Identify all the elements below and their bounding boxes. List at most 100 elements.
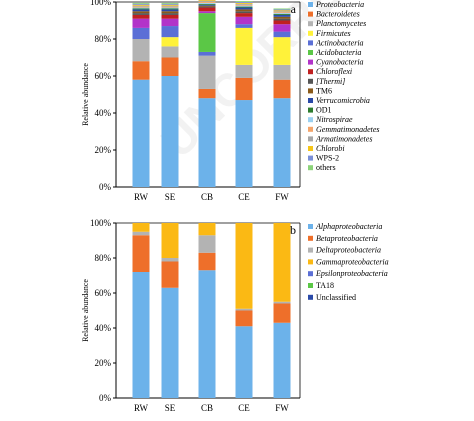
legend-label: Chlorobi: [316, 144, 345, 153]
y-tick-label: 80%: [95, 253, 112, 263]
bar-segment: [198, 3, 216, 5]
bar-segment: [273, 9, 291, 11]
legend-swatch: [308, 117, 313, 123]
legend-label: Cyanobacteria: [316, 58, 364, 67]
y-tick-label: 60%: [95, 288, 112, 298]
bar-segment: [273, 18, 291, 21]
bar-segment: [198, 2, 216, 4]
y-axis-label: Relative abundance: [81, 63, 90, 126]
bar-segment: [132, 8, 150, 10]
legend-label: Unclassified: [316, 293, 356, 302]
legend-label: Alphaproteobacteria: [315, 222, 382, 231]
bar-segment: [198, 252, 216, 271]
bar-segment: [198, 7, 216, 12]
bar-segment: [161, 13, 179, 15]
bar-segment: [198, 4, 216, 6]
bar-segment: [235, 308, 253, 311]
bar-segment: [132, 13, 150, 15]
bar-segment: [132, 18, 150, 28]
legend-swatch: [308, 283, 313, 288]
legend-label: Epsilonproteobacteria: [315, 269, 388, 278]
bar-segment: [273, 223, 291, 302]
bar-segment: [235, 24, 253, 28]
legend-label: Armatimonadetes: [315, 134, 372, 143]
bar-segment: [132, 231, 150, 236]
legend-label: Planctomycetes: [315, 19, 366, 28]
legend-swatch: [308, 88, 313, 94]
legend-swatch: [308, 69, 313, 75]
bar-segment: [132, 9, 150, 12]
bar-segment: [235, 13, 253, 17]
legend-swatch: [308, 2, 313, 7]
bar-segment: [161, 37, 179, 47]
bar-segment: [198, 0, 216, 2]
legend-swatch: [308, 11, 313, 17]
legend-label: TM6: [316, 86, 332, 95]
bar-segment: [235, 326, 253, 398]
x-tick-label: RW: [134, 192, 149, 202]
bar-segment: [198, 5, 216, 7]
bar-segment: [273, 14, 291, 15]
bar-segment: [161, 223, 179, 258]
bar-segment: [161, 5, 179, 7]
bar-segment: [198, 11, 216, 14]
bar-segment: [132, 27, 150, 39]
bar-segment: [161, 258, 179, 262]
legend-label: others: [316, 163, 336, 172]
bar-segment: [198, 98, 216, 187]
x-tick-label: CE: [238, 403, 250, 413]
y-tick-label: 20%: [95, 358, 112, 368]
legend-label: OD1: [316, 106, 332, 115]
bar-segment: [132, 79, 150, 187]
legend-swatch: [308, 247, 313, 253]
bar-segment: [132, 5, 150, 7]
bar-segment: [132, 272, 150, 398]
bar-segment: [273, 8, 291, 10]
legend-label: WPS-2: [316, 154, 339, 163]
bar-segment: [161, 11, 179, 14]
legend-swatch: [308, 40, 313, 46]
bar-segment: [132, 14, 150, 19]
legend-label: Bacteroidetes: [316, 10, 360, 19]
legend-label: TA18: [316, 281, 334, 290]
bar-segment: [273, 301, 291, 304]
bar-segment: [132, 4, 150, 6]
panel-letter: a: [291, 2, 297, 16]
bar-segment: [235, 223, 253, 309]
bar-segment: [273, 31, 291, 38]
bar-segment: [161, 18, 179, 27]
bar-segment: [273, 12, 291, 14]
bar-segment: [273, 13, 291, 15]
legend-label: Acidobacteria: [315, 48, 361, 57]
x-tick-label: SE: [165, 192, 176, 202]
x-tick-label: FW: [275, 192, 289, 202]
bar-segment: [198, 6, 216, 8]
legend-label: Verrucomicrobia: [316, 96, 370, 105]
legend-swatch: [308, 155, 313, 161]
legend-label: [Thermi]: [316, 77, 345, 86]
legend-swatch: [308, 126, 313, 132]
y-tick-label: 0%: [99, 182, 112, 192]
bar-segment: [273, 322, 291, 398]
bar-segment: [273, 79, 291, 99]
bar-segment: [235, 4, 253, 6]
x-tick-label: CB: [201, 192, 213, 202]
y-tick-label: 100%: [90, 0, 112, 7]
bar-segment: [198, 270, 216, 398]
bar-segment: [132, 6, 150, 8]
legend-swatch: [308, 271, 313, 277]
y-tick-label: 40%: [95, 323, 112, 333]
bar-segment: [235, 100, 253, 187]
legend-swatch: [308, 146, 313, 151]
legend-label: Proteobacteria: [315, 0, 364, 9]
legend-swatch: [308, 78, 313, 84]
bar-segment: [235, 310, 253, 327]
bar-segment: [235, 5, 253, 7]
bar-segment: [273, 303, 291, 323]
bar-segment: [132, 39, 150, 62]
legend-swatch: [308, 59, 313, 65]
bar-segment: [235, 7, 253, 10]
bar-segment: [161, 287, 179, 398]
bar-segment: [161, 261, 179, 288]
bar-segment: [161, 14, 179, 19]
